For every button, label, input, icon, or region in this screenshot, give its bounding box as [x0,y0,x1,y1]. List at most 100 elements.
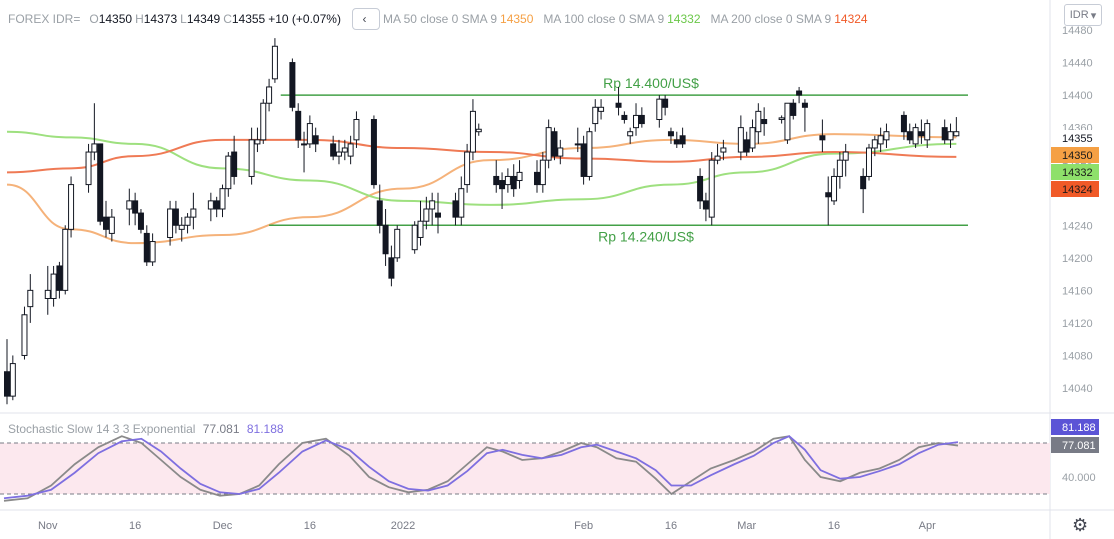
candle [149,233,156,266]
candle-body [225,155,232,190]
candle-body [56,265,63,291]
candle [464,143,471,193]
ma100-value: 14332 [667,12,701,26]
candle [225,152,232,197]
high-label: H [135,12,144,26]
candle [761,107,768,136]
time-tick-label: 16 [828,520,840,532]
candle [143,225,150,266]
candle-body [271,45,278,80]
candle [62,225,69,295]
candle [592,99,599,132]
gear-icon[interactable]: ⚙ [1072,515,1089,535]
candle [865,143,872,181]
candle [126,188,133,226]
candle-body [557,147,564,157]
candle-body [190,208,197,218]
candle [370,115,377,189]
candle [621,111,628,124]
stochastic-label[interactable]: Stochastic Slow 14 3 3 Exponential [8,422,196,436]
candle [702,192,709,222]
close-label: C [223,12,232,26]
candle [790,99,797,120]
candle-body [801,102,808,108]
candle-body [755,110,762,133]
candle [656,95,663,128]
candle [341,139,348,161]
currency-button[interactable]: IDR ▾ [1064,4,1102,26]
candle-body [883,131,890,141]
symbol-label: FOREX IDR= [8,12,81,26]
stochastic-badge-label: 81.188 [1062,422,1096,434]
stochastic-band [0,443,1050,494]
candle-body [108,216,115,234]
candle [27,274,34,323]
low-label: L [180,12,187,26]
candle-body [627,131,634,137]
candle-body [306,123,313,145]
candle-body [434,212,441,218]
candle-body [394,228,401,259]
candle [213,196,220,218]
price-badge-label: 14332 [1062,167,1093,179]
candle-body [213,200,220,210]
candle [44,265,51,315]
candle [248,127,255,185]
candle [871,135,878,157]
candle-body [708,159,715,218]
ma200-line [6,138,957,174]
candle-body [586,131,593,177]
candle-body [871,139,878,149]
candle [900,111,907,140]
candle-body [178,224,185,230]
candle-body [941,127,948,141]
candle-body [289,62,296,108]
candle-body [149,241,156,263]
candle-body [667,131,674,137]
ma200-value: 14324 [834,12,868,26]
candle-body [4,371,10,397]
collapse-legend-button[interactable]: ‹ [351,8,380,30]
price-badge-label: 14350 [1062,150,1093,162]
candle [778,115,785,124]
candle [347,135,354,165]
candle [266,78,273,112]
candle [312,127,319,153]
candle-body [137,212,144,230]
candle-body [312,135,319,145]
ma200-label[interactable]: MA 200 close 0 SMA 9 [710,12,832,26]
candle-body [172,208,179,226]
candle [411,221,418,254]
candle-body [91,143,98,153]
candle [831,168,838,205]
time-tick-label: Apr [919,520,936,532]
candle [132,192,139,226]
candle [382,209,389,266]
candle [551,127,558,161]
candle [539,152,546,193]
candle [860,168,867,214]
candle-body [633,114,640,129]
candle-body [545,127,552,161]
candle-body [248,139,255,177]
candle [941,119,948,144]
candle [504,168,511,193]
candle-body [103,216,110,230]
candle-body [825,192,832,198]
candle [883,123,890,148]
candle [429,192,436,226]
candle [56,261,63,299]
candle-body [615,102,622,108]
candle-body [638,114,645,125]
candle [50,265,57,307]
ma100-label[interactable]: MA 100 close 0 SMA 9 [543,12,665,26]
candle-body [516,171,523,182]
candle-body [784,102,791,141]
candle [469,99,476,161]
candle [580,135,587,185]
candle [289,58,296,112]
candle-body [266,86,273,104]
candle-body [737,127,744,153]
ma50-label[interactable]: MA 50 close 0 SMA 9 [382,12,498,26]
